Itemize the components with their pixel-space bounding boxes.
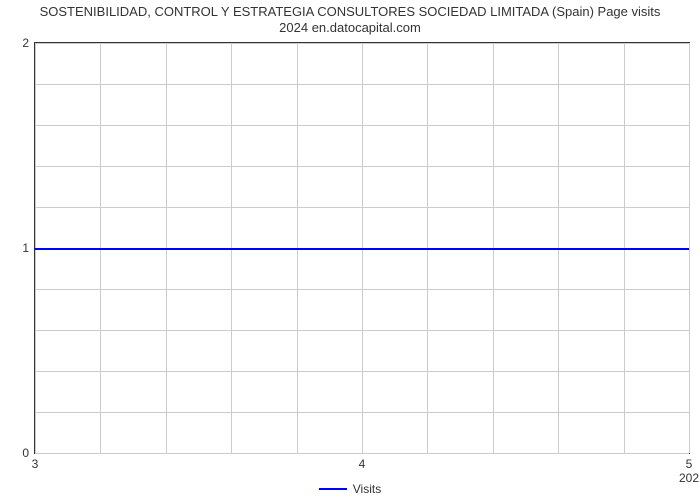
- y-tick-label: 2: [22, 36, 29, 50]
- series-line-visits: [35, 248, 689, 250]
- grid-line-horizontal: [35, 43, 689, 44]
- y-tick-label: 0: [22, 446, 29, 460]
- grid-line-horizontal: [35, 207, 689, 208]
- grid-line-horizontal: [35, 412, 689, 413]
- grid-line-horizontal: [35, 330, 689, 331]
- chart-title: SOSTENIBILIDAD, CONTROL Y ESTRATEGIA CON…: [0, 0, 700, 35]
- x-tick-label: 3: [32, 457, 39, 471]
- chart-container: SOSTENIBILIDAD, CONTROL Y ESTRATEGIA CON…: [0, 0, 700, 500]
- plot-area: 345202012: [34, 42, 690, 454]
- legend-line: [319, 488, 347, 490]
- x-tick-label: 4: [359, 457, 366, 471]
- grid-line-vertical: [689, 43, 690, 453]
- plot-box: 345202012: [34, 42, 690, 454]
- grid-line-horizontal: [35, 289, 689, 290]
- grid-line-horizontal: [35, 371, 689, 372]
- chart-title-line2: 2024 en.datocapital.com: [279, 20, 421, 35]
- grid-line-horizontal: [35, 84, 689, 85]
- y-tick-label: 1: [22, 241, 29, 255]
- chart-title-line1: SOSTENIBILIDAD, CONTROL Y ESTRATEGIA CON…: [40, 4, 661, 19]
- grid-line-horizontal: [35, 166, 689, 167]
- legend: Visits: [0, 481, 700, 496]
- grid-line-horizontal: [35, 453, 689, 454]
- x-tick-label: 5: [686, 457, 693, 471]
- legend-label: Visits: [353, 482, 381, 496]
- grid-line-horizontal: [35, 125, 689, 126]
